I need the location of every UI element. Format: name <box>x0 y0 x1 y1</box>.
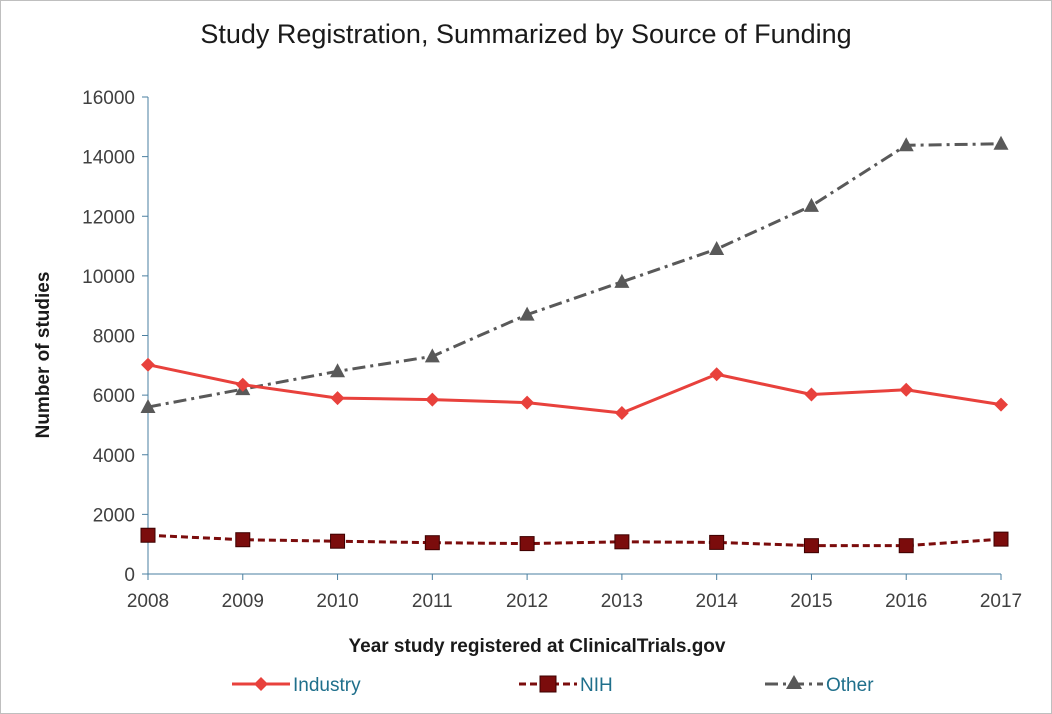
legend: Industry NIH Other <box>232 675 874 696</box>
x-tick-label: 2015 <box>790 591 832 612</box>
x-tick-label: 2016 <box>885 591 927 612</box>
chart-title: Study Registration, Summarized by Source… <box>200 19 851 49</box>
legend-label-other: Other <box>826 675 874 696</box>
x-ticks: 2008 2009 2010 2011 2012 2013 2014 2015 2016 2017 <box>127 574 1022 612</box>
data-point-industry <box>804 387 819 402</box>
legend-item-nih: NIH <box>519 675 613 696</box>
data-point-nih <box>709 534 725 550</box>
x-tick-label: 2008 <box>127 591 169 612</box>
series-industry <box>141 357 1008 421</box>
y-tick-label: 8000 <box>93 327 135 348</box>
legend-label-nih: NIH <box>580 675 613 696</box>
y-tick-label: 14000 <box>82 148 135 169</box>
data-point-nih <box>235 532 251 548</box>
data-point-nih <box>993 531 1009 547</box>
x-tick-label: 2014 <box>696 591 739 612</box>
x-axis: 2008 2009 2010 2011 2012 2013 2014 2015 2016 2017 <box>127 573 1022 612</box>
data-point-other <box>424 348 440 363</box>
y-axis-title: Number of studies <box>33 272 54 439</box>
data-point-nih <box>519 536 535 552</box>
x-tick-label: 2011 <box>412 591 453 612</box>
y-axis: 0 2000 4000 6000 8000 10000 12000 14000 16000 <box>82 88 149 586</box>
data-point-other <box>140 399 156 414</box>
legend-item-other: Other <box>765 675 874 696</box>
data-point-industry <box>330 391 345 406</box>
y-ticks: 0 2000 4000 6000 8000 10000 12000 14000 16000 <box>82 88 148 586</box>
series-line-industry <box>147 363 1002 415</box>
series-line-other <box>147 142 1002 409</box>
y-tick-label: 0 <box>124 565 135 586</box>
data-point-other <box>614 273 630 288</box>
data-point-industry <box>141 357 155 372</box>
data-point-nih <box>330 533 346 549</box>
data-point-nih <box>898 538 914 554</box>
legend-label-industry: Industry <box>293 675 361 696</box>
y-tick-label: 16000 <box>82 88 135 109</box>
data-point-industry <box>520 395 535 410</box>
data-point-other <box>898 137 914 152</box>
data-point-industry <box>994 397 1008 412</box>
x-tick-label: 2010 <box>316 591 358 612</box>
legend-other-marker <box>786 675 802 689</box>
data-point-other <box>803 197 819 212</box>
legend-item-industry: Industry <box>232 675 361 696</box>
series-other <box>140 135 1009 414</box>
series-nih <box>140 527 1009 554</box>
y-tick-label: 10000 <box>82 267 135 288</box>
x-axis-title: Year study registered at ClinicalTrials.… <box>349 636 726 657</box>
y-tick-label: 2000 <box>93 505 135 526</box>
data-point-other <box>993 135 1009 150</box>
x-tick-label: 2013 <box>601 591 643 612</box>
y-tick-label: 4000 <box>93 446 135 467</box>
data-point-nih <box>803 538 819 554</box>
data-point-industry <box>614 406 629 421</box>
series-line-nih <box>147 533 1002 548</box>
data-point-industry <box>425 392 440 407</box>
data-point-other <box>330 363 346 378</box>
x-tick-label: 2009 <box>222 591 264 612</box>
data-point-nih <box>140 527 156 543</box>
y-tick-label: 6000 <box>93 386 135 407</box>
legend-nih-marker <box>539 675 557 693</box>
x-tick-label: 2017 <box>980 591 1022 612</box>
data-point-nih <box>424 535 440 551</box>
x-tick-label: 2012 <box>506 591 548 612</box>
data-point-industry <box>235 377 250 392</box>
data-point-other <box>519 306 535 321</box>
series-group <box>140 135 1009 554</box>
y-tick-label: 12000 <box>82 207 135 228</box>
data-point-nih <box>614 534 630 550</box>
data-point-other <box>709 241 725 256</box>
data-point-industry <box>899 382 914 397</box>
data-point-industry <box>709 367 724 382</box>
legend-industry-marker <box>254 677 268 691</box>
